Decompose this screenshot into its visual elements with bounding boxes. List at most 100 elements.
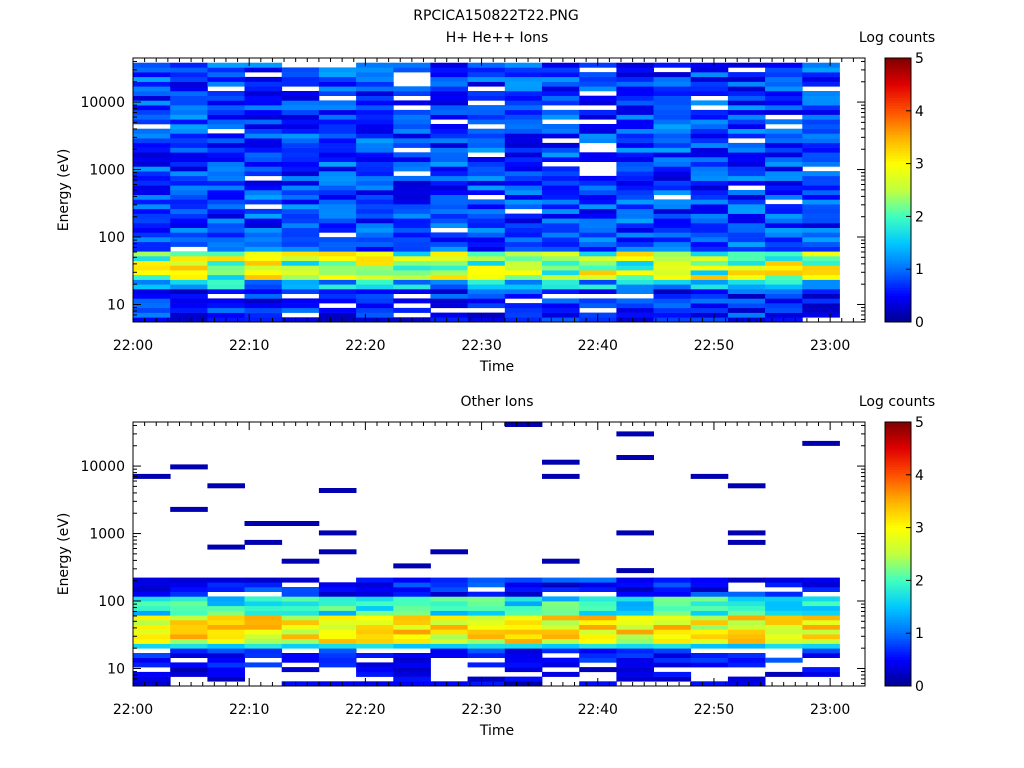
heatmap-cell [170,180,208,186]
heatmap-cell [318,128,357,134]
colorbar-segment [885,559,911,563]
heatmap-cell [430,213,468,219]
heatmap-cell [281,260,320,266]
heatmap-cell [727,657,766,663]
heatmap-cell [356,199,394,205]
heatmap-cell [727,86,766,92]
heatmap-cell [356,289,394,294]
heatmap-cell [430,615,468,621]
heatmap-cell [653,81,692,87]
heatmap-cell [616,105,654,111]
heatmap-cell [542,166,580,172]
heatmap-cell [504,610,543,616]
heatmap-cell [690,653,729,658]
heatmap-cell [133,317,171,323]
heatmap-cell [765,638,803,644]
heatmap-cell [765,95,803,101]
heatmap-cell [616,81,654,87]
heatmap-cell [727,483,766,489]
heatmap-cell [542,284,580,290]
heatmap-cell [281,246,320,252]
heatmap-cell [616,265,654,271]
heatmap-cell [616,289,654,294]
heatmap-cell [430,582,468,588]
heatmap-cell [690,204,729,210]
heatmap-cell [579,577,617,583]
heatmap-cell [542,67,580,73]
heatmap-cell [207,180,245,186]
heatmap-cell [504,166,543,172]
heatmap-cell [467,227,506,233]
heatmap-cell [542,303,580,309]
heatmap-cell [579,298,617,304]
colorbar-segment [885,622,911,626]
heatmap-cell [467,577,506,583]
colorbar-segment [885,176,911,180]
heatmap-cell [318,76,357,82]
heatmap-cell [430,128,468,134]
heatmap-cell [542,95,580,101]
heatmap-cell [430,274,468,280]
heatmap-cell [504,86,543,92]
heatmap-cell [356,667,394,673]
heatmap-cell [504,303,543,309]
heatmap-cell [504,152,543,158]
heatmap-cell [430,624,468,630]
heatmap-cell [579,648,617,654]
heatmap-cell [467,133,506,139]
heatmap-cell [244,620,283,625]
heatmap-cell [504,114,543,120]
heatmap-cell [356,128,394,134]
heatmap-cell [281,166,320,172]
heatmap-cell [318,67,357,73]
heatmap-cell [207,274,245,280]
heatmap-cell [430,279,468,285]
heatmap-cell [318,218,357,224]
heatmap-cell [802,161,840,167]
heatmap-cell [244,213,283,219]
heatmap-cell [430,591,468,597]
heatmap-cell [207,105,245,111]
heatmap-cell [653,138,692,144]
heatmap-cell [393,246,431,252]
heatmap-cell [133,662,171,668]
heatmap-cell [765,629,803,635]
heatmap-cell [727,256,766,261]
heatmap-cell [170,218,208,224]
heatmap-cell [393,629,431,635]
heatmap-cell [170,662,208,668]
heatmap-cell [356,298,394,304]
heatmap-cell [802,142,840,148]
colorbar-segment [885,308,911,312]
heatmap-cell [393,124,431,129]
heatmap-cell [281,274,320,280]
heatmap-cell [579,114,617,120]
heatmap-cell [133,133,171,139]
heatmap-cell [467,582,506,588]
heatmap-cell [802,667,840,673]
heatmap-cell [430,596,468,602]
colorbar-segment [885,187,911,191]
heatmap-cell [765,133,803,139]
heatmap-cell [690,232,729,238]
heatmap-cell [170,293,208,299]
heatmap-cell [207,298,245,304]
heatmap-cell [653,218,692,224]
heatmap-cell [542,648,580,654]
heatmap-cell [727,307,766,313]
heatmap-cell [133,587,171,592]
heatmap-cell [579,237,617,243]
heatmap-cell [727,317,766,323]
heatmap-cell [207,227,245,233]
heatmap-cell [244,270,283,276]
heatmap-cell [616,171,654,177]
colorbar-tick-label: 5 [915,415,924,431]
heatmap-cell [727,91,766,96]
colorbar-segment [885,456,911,460]
heatmap-cell [244,317,283,323]
colorbar-segment [885,651,911,655]
heatmap-cell [542,204,580,210]
heatmap-cell [207,190,245,195]
heatmap-cell [207,270,245,276]
heatmap-cell [170,213,208,219]
